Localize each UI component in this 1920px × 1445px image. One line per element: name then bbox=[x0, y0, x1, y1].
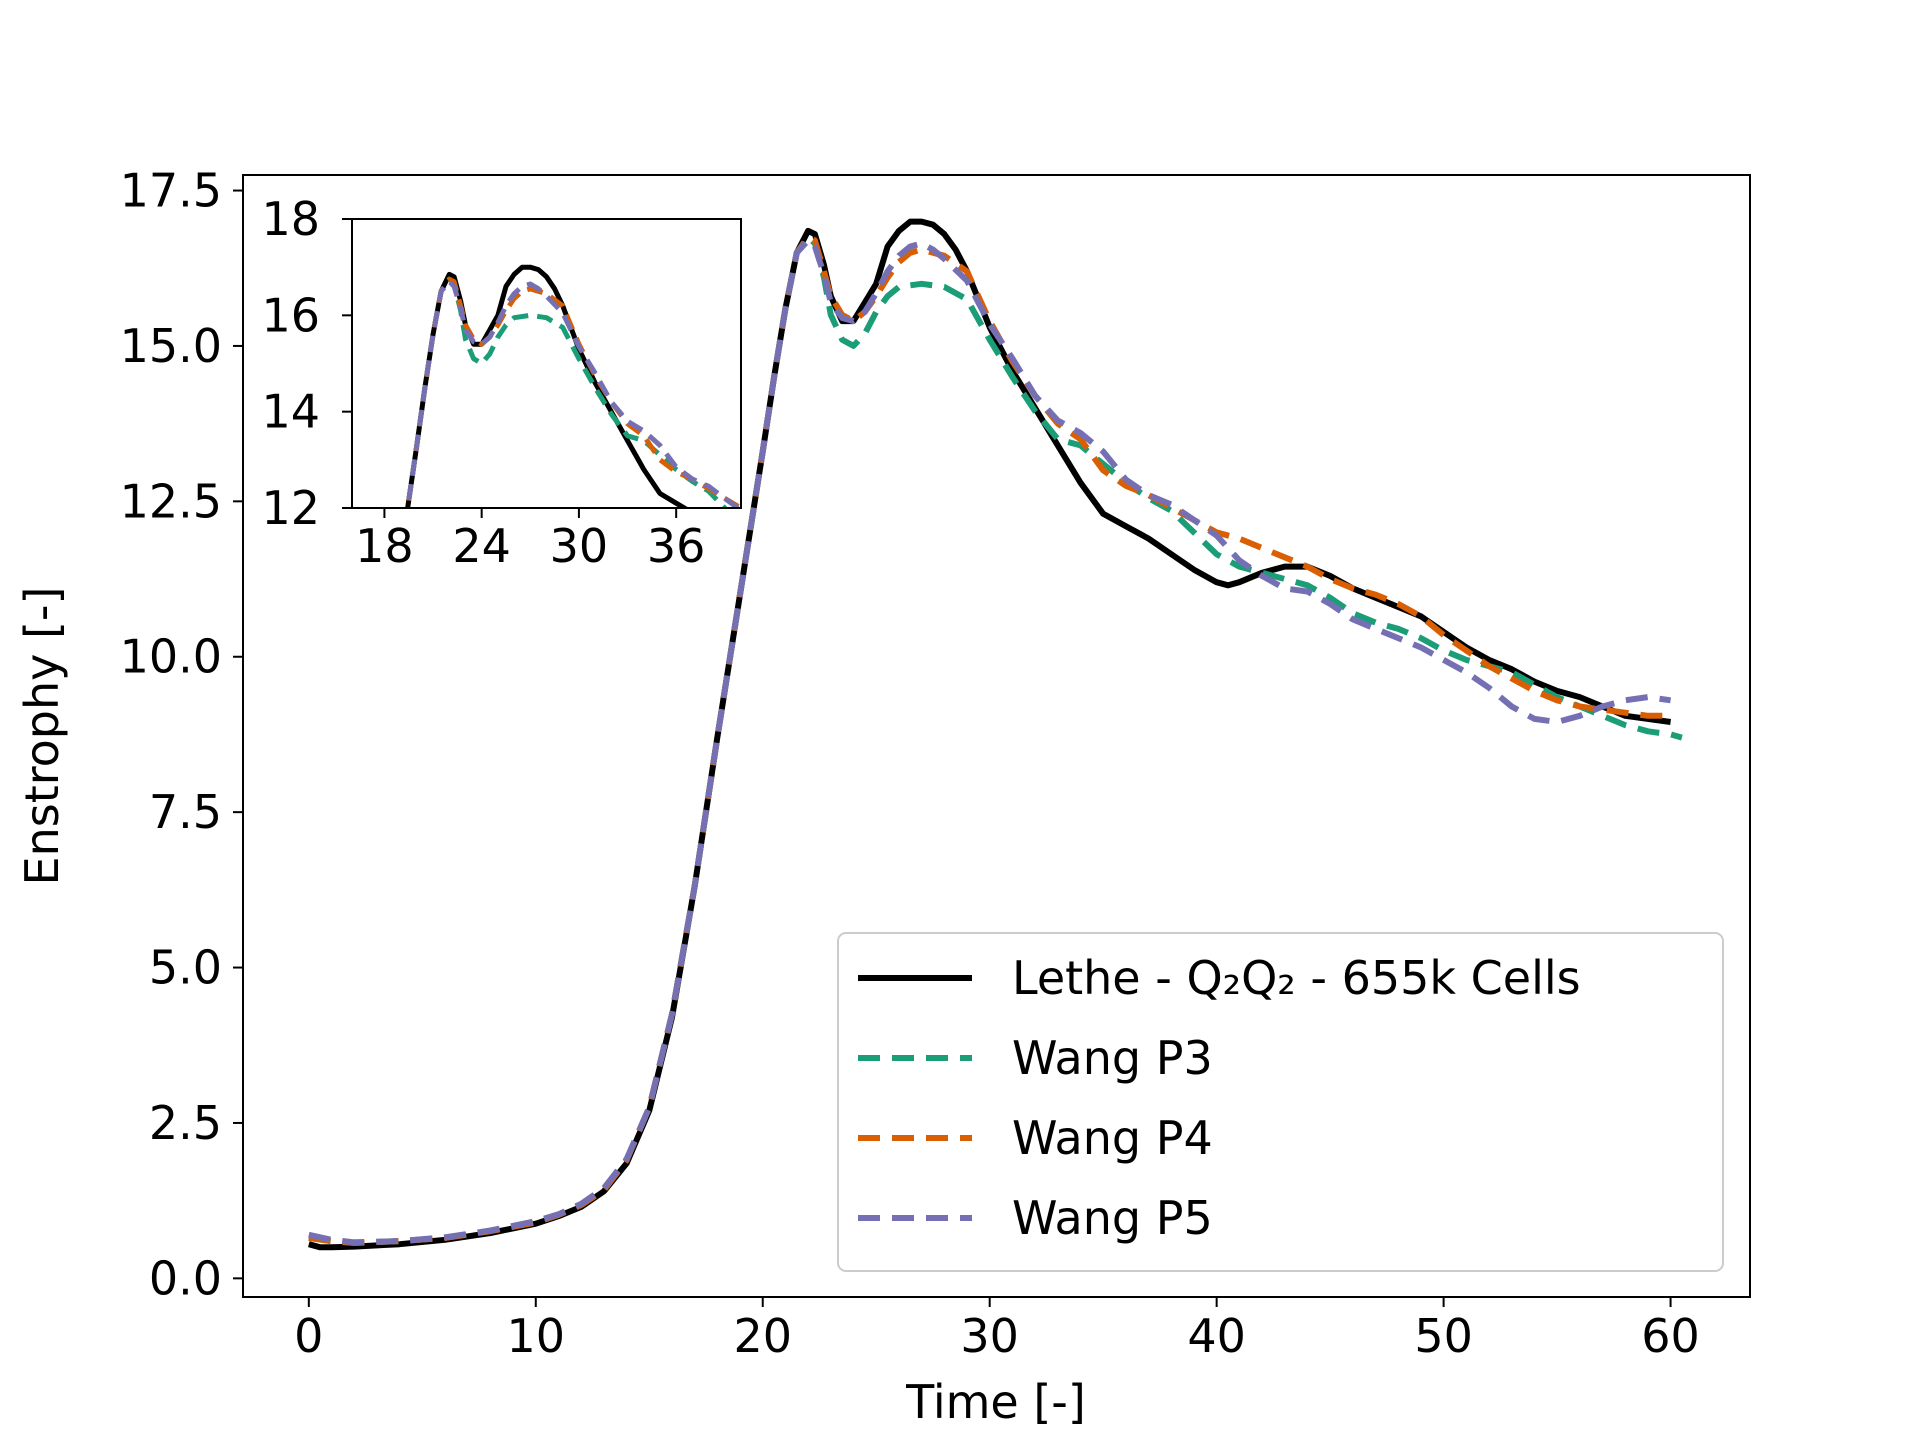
legend-box bbox=[837, 932, 1724, 1272]
x-tick-label: 0 bbox=[294, 1309, 323, 1363]
main-plot-lines bbox=[308, 218, 1683, 1251]
y-tick-label: 7.5 bbox=[149, 785, 222, 839]
main-plot-frame bbox=[242, 174, 1751, 1298]
x-axis-label: Time [-] bbox=[905, 1375, 1086, 1429]
legend-entries: Lethe - Q₂Q₂ - 655k Cells Wang P3 Wang P4 W… bbox=[858, 951, 1581, 1245]
inset-plot-lines bbox=[405, 264, 741, 508]
inset-y-tick-label: 18 bbox=[261, 192, 320, 246]
inset-series-line-1 bbox=[405, 276, 729, 508]
series-line-3 bbox=[308, 237, 1672, 1246]
legend: Lethe - Q₂Q₂ - 655k Cells Wang P3 Wang P4 W… bbox=[837, 932, 1724, 1272]
inset-y-tick-label: 16 bbox=[261, 288, 320, 342]
y-axis-label: Enstrophy [-] bbox=[15, 587, 69, 886]
x-tick-label: 30 bbox=[960, 1309, 1019, 1363]
inset-plot-frame bbox=[351, 218, 742, 509]
inset-background bbox=[352, 219, 741, 508]
x-tick-label: 40 bbox=[1187, 1309, 1246, 1363]
inset-x-tick-label: 18 bbox=[355, 519, 414, 573]
x-tick-label: 50 bbox=[1414, 1309, 1473, 1363]
legend-label: Wang P3 bbox=[1012, 1031, 1213, 1085]
inset-series-line-2 bbox=[405, 276, 741, 508]
y-tick-label: 10.0 bbox=[120, 630, 222, 684]
x-tick-label: 10 bbox=[507, 1309, 566, 1363]
y-tick-label: 12.5 bbox=[120, 474, 222, 528]
main-axes: 0 10 20 30 40 50 60 0.0 2.5 5.0 7.5 10.0 12.5 15.0 17.… bbox=[120, 164, 1700, 1363]
inset-x-tick-label: 30 bbox=[550, 519, 609, 573]
inset-y-tick-label: 14 bbox=[261, 385, 320, 439]
legend-label: Lethe - Q₂Q₂ - 655k Cells bbox=[1012, 951, 1581, 1005]
inset-x-tick-label: 24 bbox=[452, 519, 511, 573]
y-tick-label: 2.5 bbox=[149, 1096, 222, 1150]
inset-series-line-0 bbox=[405, 264, 690, 508]
legend-label: Wang P5 bbox=[1012, 1191, 1213, 1245]
y-tick-label: 15.0 bbox=[120, 319, 222, 373]
inset-axes: 18 24 30 36 12 14 16 18 bbox=[261, 192, 705, 573]
legend-label: Wang P4 bbox=[1012, 1111, 1213, 1165]
y-tick-label: 5.0 bbox=[149, 941, 222, 995]
inset-y-tick-label: 12 bbox=[261, 481, 320, 535]
x-tick-label: 20 bbox=[733, 1309, 792, 1363]
y-tick-label: 0.0 bbox=[149, 1251, 222, 1305]
inset-x-tick-label: 36 bbox=[647, 519, 706, 573]
y-tick-label: 17.5 bbox=[120, 164, 222, 218]
x-tick-label: 60 bbox=[1641, 1309, 1700, 1363]
